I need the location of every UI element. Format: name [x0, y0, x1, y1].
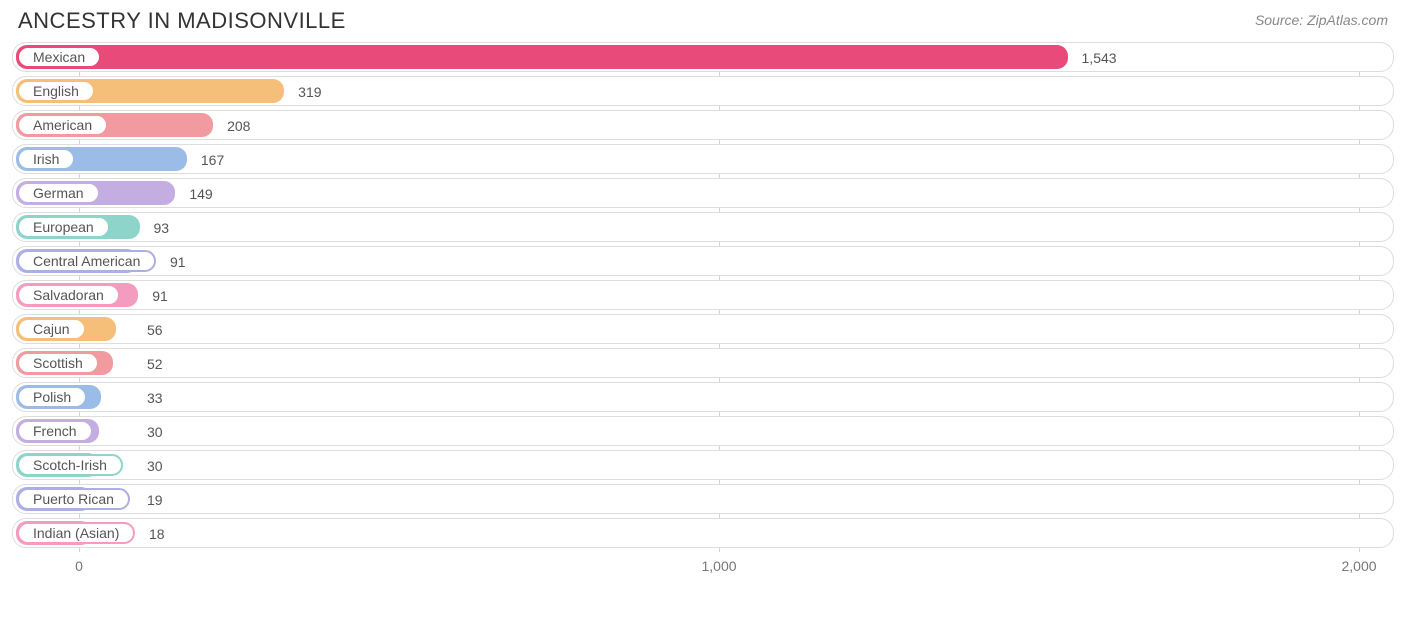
bar-label-pill: Cajun: [17, 318, 86, 340]
bar-label-pill: German: [17, 182, 100, 204]
x-tick: 2,000: [1341, 558, 1376, 574]
bar-label-pill: Polish: [17, 386, 87, 408]
bar-value: 1,543: [1074, 43, 1117, 73]
bar-label-pill: English: [17, 80, 95, 102]
bar-value: 208: [219, 111, 250, 141]
bar-value: 19: [139, 485, 163, 515]
bar-label-pill: Scottish: [17, 352, 99, 374]
bar-row: American 208: [12, 110, 1394, 140]
bar-label-pill: European: [17, 216, 110, 238]
x-tick: 1,000: [701, 558, 736, 574]
bar-value: 30: [139, 451, 163, 481]
bar-label-pill: Central American: [17, 250, 156, 272]
bar-label-pill: American: [17, 114, 108, 136]
bar-value: 91: [144, 281, 168, 311]
bar-row: German 149: [12, 178, 1394, 208]
bar-value: 18: [141, 519, 165, 549]
bar-label-pill: Puerto Rican: [17, 488, 130, 510]
bar-value: 167: [193, 145, 224, 175]
bar-row: Indian (Asian) 18: [12, 518, 1394, 548]
chart-source: Source: ZipAtlas.com: [1255, 12, 1388, 28]
bar-row: Puerto Rican 19: [12, 484, 1394, 514]
bar-value: 319: [290, 77, 321, 107]
bar-label-pill: Irish: [17, 148, 75, 170]
bar-value: 33: [139, 383, 163, 413]
bar-value: 52: [139, 349, 163, 379]
bar-row: Cajun 56: [12, 314, 1394, 344]
chart-title: ANCESTRY IN MADISONVILLE: [18, 8, 346, 34]
bar-row: Scottish 52: [12, 348, 1394, 378]
x-tick: 0: [75, 558, 83, 574]
bar-row: Salvadoran 91: [12, 280, 1394, 310]
bar-row: French 30: [12, 416, 1394, 446]
bar-label-pill: Scotch-Irish: [17, 454, 123, 476]
bar-label-pill: French: [17, 420, 93, 442]
bar-label-pill: Mexican: [17, 46, 101, 68]
chart-area: Mexican 1,543 English 319 American 208 Irish 16…: [12, 42, 1394, 576]
bar-row: European 93: [12, 212, 1394, 242]
bar-row: Mexican 1,543: [12, 42, 1394, 72]
bar-value: 93: [146, 213, 170, 243]
bar-value: 30: [139, 417, 163, 447]
x-axis: 0 1,000 2,000: [12, 556, 1394, 576]
bar-row: English 319: [12, 76, 1394, 106]
chart-header: ANCESTRY IN MADISONVILLE Source: ZipAtla…: [12, 8, 1394, 42]
bar-row: Polish 33: [12, 382, 1394, 412]
bar-row: Scotch-Irish 30: [12, 450, 1394, 480]
bar-row: Central American 91: [12, 246, 1394, 276]
bar-fill: [16, 45, 1068, 69]
bar-value: 149: [181, 179, 212, 209]
bar-label-pill: Salvadoran: [17, 284, 120, 306]
bar-value: 56: [139, 315, 163, 345]
bar-label-pill: Indian (Asian): [17, 522, 135, 544]
bar-value: 91: [162, 247, 186, 277]
bar-row: Irish 167: [12, 144, 1394, 174]
